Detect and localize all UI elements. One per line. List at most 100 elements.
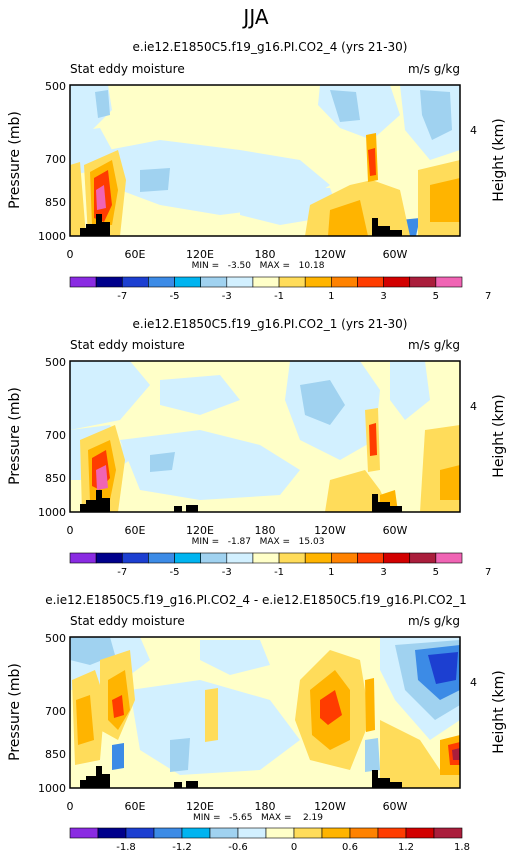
- colorbar-2-label-2: -3: [222, 567, 232, 578]
- p3-topo-3: [186, 781, 198, 788]
- panel-3-xtick-120w: 120W: [314, 800, 346, 813]
- colorbar-1-swatch-2: [121, 276, 149, 288]
- p3-region-blue-1: [70, 637, 115, 665]
- panel-2: e.ie12.E1850C5.f19_g16.PI.CO2_1 (yrs 21-…: [7, 317, 507, 578]
- colorbar-3-swatch-4: [181, 827, 211, 839]
- p2-topo-3: [186, 505, 198, 512]
- p2-region-red-2: [369, 423, 377, 456]
- colorbar-2-swatch-5: [200, 552, 228, 564]
- colorbar-3-label-4: 0.6: [342, 842, 358, 851]
- colorbar-1-label-1: -5: [170, 291, 180, 302]
- p2-region-orange-2: [440, 465, 460, 500]
- panel-2-y2label: Height (km): [491, 394, 507, 477]
- panel-3-xtick-180: 180: [255, 800, 276, 813]
- p2-region-pink-1: [96, 465, 108, 490]
- colorbar-3-label-2: -0.6: [228, 842, 248, 851]
- panel-2-xtick-60e: 60E: [125, 524, 146, 537]
- colorbar-1-swatch-11: [357, 276, 384, 288]
- colorbar-1-label-5: 3: [380, 291, 386, 302]
- p1-topo-1: [80, 214, 110, 236]
- panel-3-xtick-60e: 60E: [125, 800, 146, 813]
- colorbar-3-swatch-5: [209, 827, 239, 839]
- colorbar-1-label-0: -7: [117, 291, 127, 302]
- panel-2-xtick-0: 0: [67, 524, 74, 537]
- p2-region-lightblue-5: [390, 361, 430, 420]
- p3-region-red-2: [112, 695, 124, 718]
- panel-1-topography: [80, 214, 402, 236]
- p3-region-orange-4: [365, 678, 375, 732]
- panel-3-xtick-0: 0: [67, 800, 74, 813]
- p1-region-orange-3: [430, 178, 460, 222]
- panel-1-y2label: Height (km): [491, 118, 507, 201]
- p1-topo-2: [372, 218, 402, 236]
- p3-region-blue-4: [428, 652, 458, 684]
- p1-region-blue-4: [330, 90, 360, 122]
- colorbar-2-swatch-9: [304, 552, 332, 564]
- panel-3-ytick-1000: 1000: [38, 782, 66, 795]
- panel-1-frame: [69, 84, 461, 237]
- colorbar-2-swatch-14: [435, 552, 463, 564]
- colorbar-2-label-0: -7: [117, 567, 127, 578]
- colorbar-3-swatch-0: [69, 827, 99, 839]
- panel-3-ytick-500: 500: [45, 632, 66, 645]
- panel-1-xtick-180: 180: [255, 248, 276, 261]
- p2-topo-1: [80, 490, 110, 512]
- p3-region-yellow-5: [205, 688, 218, 742]
- colorbar-1-swatch-5: [200, 276, 228, 288]
- colorbar-3-swatch-13: [433, 827, 463, 839]
- panel-3-ylabel: Pressure (mb): [7, 663, 23, 761]
- panel-1-stats: MIN = -3.50 MAX = 10.18: [192, 261, 325, 271]
- panel-2-xtick-120w: 120W: [314, 524, 346, 537]
- panel-1: e.ie12.E1850C5.f19_g16.PI.CO2_4 (yrs 21-…: [7, 40, 507, 302]
- colorbar-2-swatch-13: [409, 552, 437, 564]
- colorbar-3-swatch-1: [97, 827, 127, 839]
- panel-3-subtitle-left: Stat eddy moisture: [70, 614, 185, 628]
- page-title: JJA: [241, 5, 268, 29]
- p2-topo-2: [174, 506, 182, 512]
- panel-1-xtick-60w: 60W: [383, 248, 408, 261]
- panel-2-contours: [70, 361, 460, 512]
- colorbar-3-swatch-7: [265, 827, 295, 839]
- colorbar-2-swatch-10: [331, 552, 358, 564]
- panel-3-colorbar: -1.8 -1.2 -0.6 0 0.6 1.2 1.8: [69, 827, 470, 851]
- panel-2-xtick-60w: 60W: [383, 524, 408, 537]
- p3-region-blue-5: [170, 738, 190, 772]
- colorbar-3-swatch-10: [349, 827, 379, 839]
- panel-1-xtick-60e: 60E: [125, 248, 146, 261]
- colorbar-1-swatch-13: [409, 276, 437, 288]
- panel-2-colorbar: -7 -5 -3 -1 1 3 5 7: [69, 552, 491, 578]
- panel-1-ylabel: Pressure (mb): [7, 111, 23, 209]
- colorbar-1-swatch-6: [226, 276, 254, 288]
- panel-1-title: e.ie12.E1850C5.f19_g16.PI.CO2_4 (yrs 21-…: [133, 40, 408, 54]
- colorbar-1-swatch-7: [252, 276, 280, 288]
- colorbar-3-swatch-11: [377, 827, 407, 839]
- colorbar-2-swatch-0: [69, 552, 97, 564]
- colorbar-2-swatch-11: [357, 552, 384, 564]
- panel-1-ytick-500: 500: [45, 80, 66, 93]
- colorbar-1-swatch-14: [435, 276, 463, 288]
- panel-1-ytick-1000: 1000: [38, 230, 66, 243]
- p3-region-blue-6: [112, 743, 124, 770]
- panel-2-ylabel: Pressure (mb): [7, 387, 23, 485]
- panel-2-y2tick-4: 4: [470, 400, 477, 413]
- colorbar-3-label-1: -1.2: [172, 842, 192, 851]
- p3-region-red-1: [320, 690, 342, 725]
- panel-3: e.ie12.E1850C5.f19_g16.PI.CO2_4 - e.ie12…: [7, 593, 507, 851]
- colorbar-1-swatch-9: [304, 276, 332, 288]
- p1-region-blue-2: [420, 90, 452, 140]
- colorbar-2-swatch-7: [252, 552, 280, 564]
- panel-2-xtick-120e: 120E: [186, 524, 214, 537]
- panel-3-subtitle-right: m/s g/kg: [408, 614, 460, 628]
- p1-region-pink-1: [96, 185, 106, 210]
- panel-2-title: e.ie12.E1850C5.f19_g16.PI.CO2_1 (yrs 21-…: [133, 317, 408, 331]
- p1-region-blue-1: [95, 90, 110, 118]
- panel-3-ytick-700: 700: [45, 705, 66, 718]
- colorbar-1-swatch-3: [148, 276, 175, 288]
- colorbar-1-label-4: 1: [328, 291, 334, 302]
- panel-1-colorbar: -7 -5 -3 -1 1 3 5 7: [69, 276, 491, 302]
- colorbar-3-label-5: 1.2: [398, 842, 414, 851]
- panel-2-frame: [69, 360, 461, 513]
- colorbar-2-label-4: 1: [328, 567, 334, 578]
- p2-region-blue-1: [300, 380, 345, 425]
